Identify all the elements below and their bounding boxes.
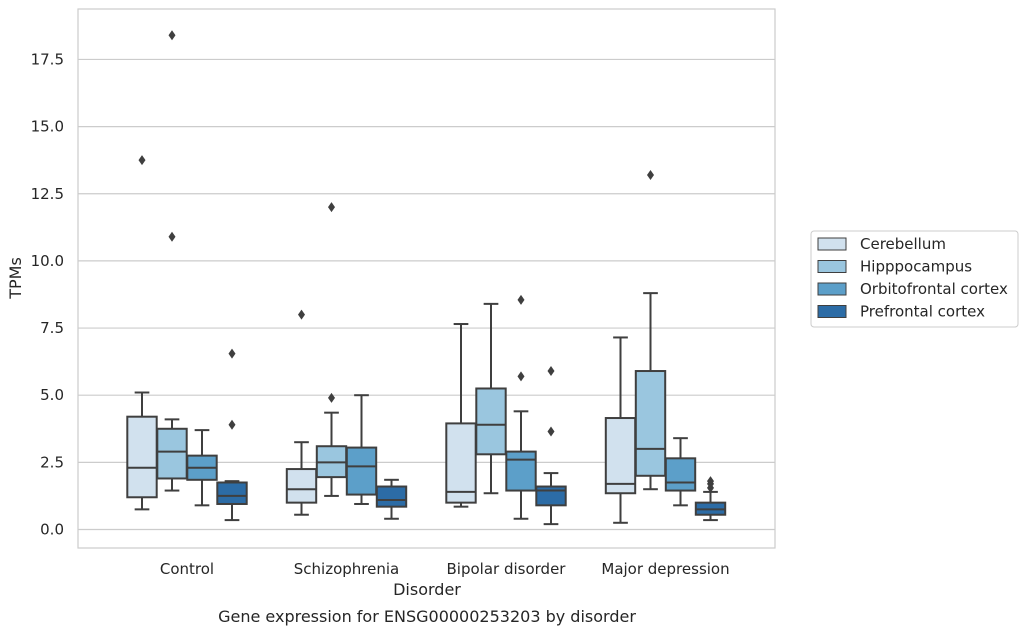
plot-area-frame bbox=[77, 8, 776, 549]
box-cerebellum bbox=[126, 155, 158, 511]
x-axis-title: Disorder bbox=[393, 580, 461, 599]
outlier-point bbox=[707, 476, 714, 487]
box-hipppocampus bbox=[634, 169, 667, 491]
box-orbitofrontal-cortex bbox=[664, 437, 697, 507]
y-tick-label: 0.0 bbox=[40, 521, 64, 539]
box-iqr bbox=[126, 415, 158, 499]
box-cerebellum bbox=[445, 323, 477, 508]
legend-label: Orbitofrontal cortex bbox=[860, 280, 1008, 298]
legend-items: Cerebellum Hipppocampus Orbitofrontal cort… bbox=[817, 235, 1008, 321]
x-tick-label: Schizophrenia bbox=[294, 560, 399, 578]
legend-frame bbox=[810, 230, 1019, 328]
box-cerebellum bbox=[285, 309, 318, 516]
legend-swatch bbox=[817, 260, 847, 273]
box-hipppocampus bbox=[475, 302, 507, 495]
legend-label: Prefrontal cortex bbox=[860, 303, 985, 321]
outlier-point bbox=[168, 231, 176, 242]
box-iqr bbox=[345, 446, 378, 496]
outlier-point bbox=[547, 426, 555, 437]
chart-caption: Gene expression for ENSG00000253203 by d… bbox=[218, 607, 636, 626]
y-tick-label: 10.0 bbox=[31, 252, 64, 270]
box-iqr bbox=[475, 387, 507, 456]
y-tick-label: 2.5 bbox=[40, 453, 64, 471]
box-orbitofrontal-cortex bbox=[345, 394, 378, 505]
y-tick-label: 7.5 bbox=[40, 319, 64, 337]
outlier-point bbox=[517, 371, 525, 382]
legend-swatch bbox=[817, 282, 847, 296]
box-iqr bbox=[216, 481, 248, 505]
box-iqr bbox=[285, 468, 318, 504]
legend-swatch bbox=[817, 305, 847, 318]
box-iqr bbox=[445, 422, 477, 504]
box-iqr bbox=[664, 457, 697, 492]
legend-label: Hipppocampus bbox=[860, 258, 972, 276]
box-hipppocampus bbox=[156, 30, 188, 492]
boxes bbox=[126, 30, 727, 526]
box-iqr bbox=[505, 450, 537, 492]
box-iqr bbox=[604, 417, 637, 495]
outlier-point bbox=[328, 392, 335, 403]
box-iqr bbox=[156, 427, 188, 480]
outlier-point bbox=[328, 202, 335, 213]
outlier-point bbox=[228, 348, 236, 359]
outlier-point bbox=[298, 309, 305, 320]
y-axis-ticks: 0.0 2.5 5.0 7.5 10.0 12.5 15.0 17.5 bbox=[31, 50, 64, 538]
outlier-point bbox=[168, 30, 176, 41]
legend: Cerebellum Hipppocampus Orbitofrontal cort… bbox=[810, 230, 1019, 328]
outlier-point bbox=[547, 366, 555, 377]
box-cerebellum bbox=[604, 336, 637, 524]
legend-swatch bbox=[817, 237, 847, 251]
y-tick-label: 12.5 bbox=[31, 185, 64, 203]
box-orbitofrontal-cortex bbox=[505, 294, 537, 520]
box-prefrontal-cortex bbox=[694, 476, 727, 522]
box-orbitofrontal-cortex bbox=[186, 429, 218, 507]
outlier-point bbox=[647, 169, 654, 180]
box-iqr bbox=[535, 485, 567, 507]
box-hipppocampus bbox=[315, 202, 348, 497]
box-prefrontal-cortex bbox=[375, 478, 408, 520]
box-prefrontal-cortex bbox=[535, 366, 567, 526]
box-prefrontal-cortex bbox=[216, 348, 248, 522]
x-tick-label: Major depression bbox=[601, 560, 729, 578]
outlier-point bbox=[228, 419, 236, 430]
outlier-point bbox=[138, 155, 146, 166]
box-iqr bbox=[375, 485, 408, 508]
x-axis-ticks: Control Schizophrenia Bipolar disorder Majo… bbox=[160, 560, 730, 578]
y-tick-label: 5.0 bbox=[40, 386, 64, 404]
outlier-point bbox=[517, 294, 525, 305]
box-iqr bbox=[634, 370, 667, 477]
y-tick-label: 15.0 bbox=[31, 118, 64, 136]
y-axis-title: TPMs bbox=[6, 257, 25, 300]
x-tick-label: Control bbox=[160, 560, 214, 578]
y-tick-label: 17.5 bbox=[31, 50, 64, 68]
x-tick-label: Bipolar disorder bbox=[447, 560, 567, 578]
legend-label: Cerebellum bbox=[860, 235, 946, 253]
